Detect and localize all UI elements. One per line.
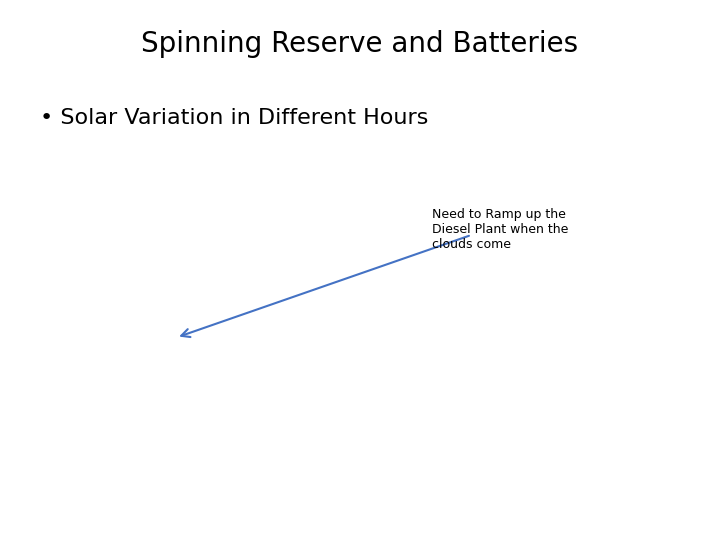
Text: Spinning Reserve and Batteries: Spinning Reserve and Batteries [141, 30, 579, 58]
Text: • Solar Variation in Different Hours: • Solar Variation in Different Hours [40, 108, 428, 128]
Text: Need to Ramp up the
Diesel Plant when the
clouds come: Need to Ramp up the Diesel Plant when th… [432, 208, 568, 251]
